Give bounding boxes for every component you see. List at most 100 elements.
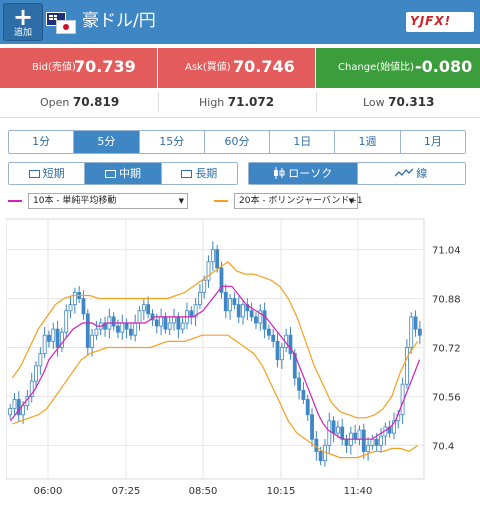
tab-1d[interactable]: 1日 (270, 131, 336, 153)
chart-type-selector: ローソク 線 (248, 162, 466, 185)
tab-5m[interactable]: 5分 (74, 131, 140, 153)
candle-body (366, 444, 371, 452)
y-tick-label: 70.88 (432, 295, 461, 306)
candle-body (103, 322, 107, 330)
candle-body (241, 304, 245, 318)
high-stat: High 71.072 (199, 88, 359, 116)
tab-15m[interactable]: 15分 (139, 131, 205, 153)
period-mid-label: 中期 (118, 167, 141, 180)
x-tick-label: 07:25 (112, 486, 141, 497)
candle-body (159, 316, 164, 327)
open-value: 70.819 (72, 95, 120, 109)
candle-body (120, 322, 125, 333)
candle-body (310, 414, 314, 440)
indicator-2-select[interactable]: 20本 - ボリンジャーバンド+1 ▼ (234, 193, 363, 209)
bid-label: Bid(売値) (32, 62, 76, 73)
y-tick-label: 70.72 (432, 343, 461, 354)
candle-body (55, 328, 60, 348)
candle-body (258, 310, 263, 324)
candle-body (335, 426, 340, 434)
high-value: 71.072 (227, 95, 275, 109)
change-panel: Change(始値比) -0.080 (316, 48, 480, 88)
candle-body (29, 380, 34, 397)
candle-body (64, 310, 69, 333)
y-tick-label: 71.04 (432, 246, 461, 257)
line-chart-button[interactable]: 線 (357, 163, 465, 184)
indicator-1-select[interactable]: 10本 - 単純平均移動 ▼ (28, 193, 188, 209)
tab-1m[interactable]: 1分 (9, 131, 75, 153)
price-chart[interactable]: 06:00 07:25 08:50 10:15 11:40 71.04 70.88 70.72… (6, 215, 474, 507)
x-tick-label: 06:00 (34, 486, 63, 497)
dropdown-arrow-icon: ▼ (178, 197, 184, 205)
candle-body (223, 292, 228, 312)
low-stat: Low 70.313 (363, 88, 480, 116)
candle-body (357, 429, 362, 440)
candle-body (370, 438, 375, 446)
candle-body (297, 377, 302, 391)
low-value: 70.313 (388, 95, 435, 109)
add-button[interactable]: + 追加 (3, 3, 43, 41)
short-period-icon (28, 170, 40, 178)
candle-body (249, 310, 254, 318)
candle-body (361, 429, 366, 452)
bollinger-swatch (214, 200, 228, 202)
ask-panel[interactable]: Ask(買値) 70.746 (158, 48, 315, 88)
candle-body (133, 322, 138, 336)
y-tick-label: 70.4 (432, 441, 454, 452)
brand-logo-text: YJFX! (410, 14, 452, 28)
bid-panel[interactable]: Bid(売値) 70.739 (0, 48, 157, 88)
candle-body (197, 292, 202, 306)
candle-body (172, 316, 176, 324)
candle-body (141, 304, 146, 312)
ask-label: Ask(買値) (185, 62, 231, 73)
candle-body (271, 334, 276, 342)
candle-body (210, 249, 215, 263)
candle-body (146, 304, 151, 315)
indicator-1-label: 10本 - 単純平均移動 (33, 196, 117, 206)
x-tick-label: 11:40 (344, 486, 373, 497)
tab-1mo[interactable]: 1月 (400, 131, 465, 153)
low-label: Low (363, 96, 385, 109)
tab-60m[interactable]: 60分 (204, 131, 271, 153)
line-chart-icon (394, 168, 414, 177)
long-period-icon (181, 170, 193, 178)
candlestick-button[interactable]: ローソク (249, 163, 358, 184)
candle-body (128, 328, 133, 336)
high-label: High (199, 96, 225, 109)
candle-body (353, 432, 358, 440)
add-button-label: 追加 (13, 28, 32, 38)
japan-flag-icon (56, 20, 76, 34)
period-long-button[interactable]: 長期 (161, 163, 237, 184)
indicator-1: 10本 - 単純平均移動 ▼ (8, 193, 193, 209)
candle-body (392, 420, 396, 434)
chart-plot-area (6, 218, 425, 480)
candle-body (137, 310, 142, 324)
candle-body (374, 438, 379, 446)
header-bar: + 追加 豪ドル/円 YJFX! (0, 0, 480, 44)
dropdown-arrow-icon: ▼ (348, 197, 354, 205)
candle-body (16, 399, 21, 416)
candle-body (42, 334, 47, 354)
candle-body (331, 420, 336, 434)
candle-body (47, 334, 51, 342)
candle-body (85, 313, 90, 348)
candle-body (254, 316, 258, 324)
candle-body (288, 334, 293, 354)
divider (0, 117, 480, 118)
period-short-button[interactable]: 短期 (9, 163, 86, 184)
divider (316, 92, 317, 112)
moving-average-line (9, 285, 421, 440)
candle-body (193, 304, 198, 318)
period-mid-button[interactable]: 中期 (85, 163, 162, 184)
candle-body (379, 435, 383, 446)
period-short-label: 短期 (42, 167, 65, 180)
candle-body (189, 310, 194, 318)
candle-body (8, 408, 13, 416)
candle-body (111, 316, 116, 327)
tab-1w[interactable]: 1週 (335, 131, 401, 153)
mid-period-icon (104, 170, 116, 178)
bollinger-lower-line (12, 334, 419, 459)
candle-body (327, 420, 332, 446)
line-chart-label: 線 (416, 167, 428, 180)
